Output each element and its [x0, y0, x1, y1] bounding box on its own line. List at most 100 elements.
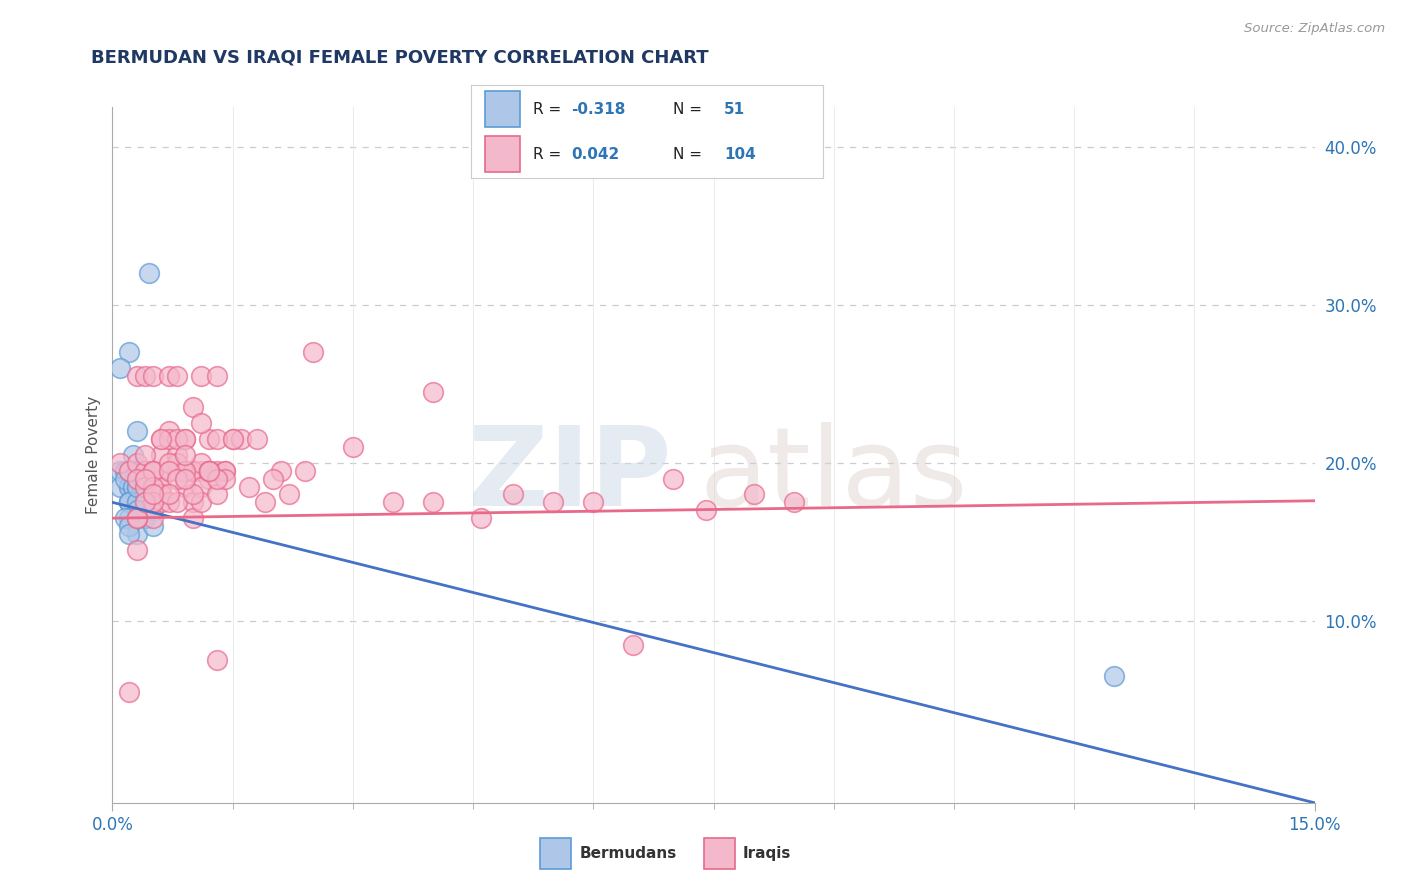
Text: Source: ZipAtlas.com: Source: ZipAtlas.com: [1244, 22, 1385, 36]
Point: [173, 464, 195, 478]
Point: [134, 487, 156, 501]
Point: [125, 456, 148, 470]
Point: [173, 472, 195, 486]
Point: [470, 511, 492, 525]
Text: 51: 51: [724, 102, 745, 117]
Point: [134, 511, 156, 525]
Point: [149, 432, 172, 446]
Point: [205, 472, 228, 486]
Point: [129, 487, 152, 501]
Point: [125, 495, 148, 509]
Point: [125, 472, 148, 486]
Point: [197, 464, 219, 478]
Point: [134, 464, 156, 478]
Point: [141, 464, 163, 478]
Point: [121, 479, 143, 493]
Point: [125, 472, 148, 486]
Point: [695, 503, 717, 517]
Point: [117, 479, 139, 493]
Point: [270, 464, 292, 478]
Text: -0.318: -0.318: [571, 102, 626, 117]
Point: [422, 495, 444, 509]
Point: [125, 511, 148, 525]
Point: [181, 401, 204, 415]
Point: [246, 432, 269, 446]
Point: [129, 464, 152, 478]
Point: [173, 432, 195, 446]
Point: [157, 487, 180, 501]
Point: [117, 511, 139, 525]
Point: [157, 464, 180, 478]
Point: [157, 368, 180, 383]
Y-axis label: Female Poverty: Female Poverty: [86, 396, 101, 514]
Point: [166, 456, 188, 470]
Point: [117, 685, 139, 699]
Point: [141, 464, 163, 478]
Point: [262, 472, 284, 486]
Point: [125, 472, 148, 486]
Point: [181, 495, 204, 509]
Point: [205, 368, 228, 383]
Point: [149, 448, 172, 462]
Point: [181, 511, 204, 525]
Point: [277, 487, 299, 501]
Point: [422, 384, 444, 399]
Point: [197, 464, 219, 478]
Point: [134, 464, 156, 478]
Point: [134, 479, 156, 493]
Point: [141, 479, 163, 493]
Point: [173, 479, 195, 493]
Point: [782, 495, 804, 509]
Point: [125, 542, 148, 557]
Point: [205, 432, 228, 446]
Point: [117, 464, 139, 478]
Point: [125, 487, 148, 501]
Point: [125, 472, 148, 486]
Point: [342, 440, 364, 454]
Text: 0.042: 0.042: [571, 146, 620, 161]
Point: [141, 519, 163, 533]
Point: [117, 479, 139, 493]
Point: [149, 487, 172, 501]
Point: [582, 495, 605, 509]
Point: [141, 503, 163, 517]
Text: R =: R =: [533, 146, 565, 161]
Point: [149, 495, 172, 509]
Point: [190, 479, 212, 493]
Point: [117, 527, 139, 541]
Point: [110, 360, 132, 375]
FancyBboxPatch shape: [704, 838, 735, 869]
Text: N =: N =: [673, 146, 707, 161]
Point: [125, 472, 148, 486]
Point: [253, 495, 276, 509]
FancyBboxPatch shape: [540, 838, 571, 869]
Point: [125, 511, 148, 525]
Point: [662, 472, 685, 486]
Point: [157, 456, 180, 470]
Point: [121, 479, 143, 493]
Point: [166, 472, 188, 486]
Text: Iraqis: Iraqis: [744, 847, 792, 861]
Text: ZIP: ZIP: [468, 422, 671, 529]
Point: [134, 511, 156, 525]
Point: [238, 479, 260, 493]
Point: [125, 368, 148, 383]
FancyBboxPatch shape: [485, 136, 520, 172]
Point: [117, 495, 139, 509]
Point: [181, 487, 204, 501]
Point: [190, 456, 212, 470]
Point: [141, 464, 163, 478]
Point: [141, 511, 163, 525]
Text: R =: R =: [533, 102, 565, 117]
Point: [190, 495, 212, 509]
Point: [125, 511, 148, 525]
Point: [157, 495, 180, 509]
Point: [382, 495, 405, 509]
Text: Bermudans: Bermudans: [579, 847, 676, 861]
Point: [197, 432, 219, 446]
Point: [190, 417, 212, 431]
Point: [294, 464, 316, 478]
Text: 104: 104: [724, 146, 756, 161]
Point: [157, 424, 180, 438]
Point: [110, 456, 132, 470]
